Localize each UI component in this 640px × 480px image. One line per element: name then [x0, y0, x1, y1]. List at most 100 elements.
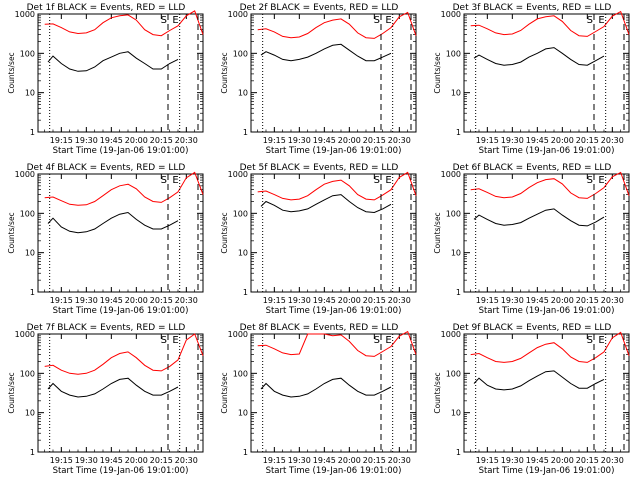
panel-title: Det 6f BLACK = Events, RED = LLD [453, 163, 612, 173]
plot-frame [37, 13, 204, 133]
marker-label: S [587, 335, 593, 346]
x-tick-label: 19:15 [263, 456, 286, 465]
x-axis-label: Start Time (19-Jan-06 19:01:00) [266, 306, 402, 316]
x-tick-label: 20:30 [388, 456, 411, 465]
panel-title: Det 4f BLACK = Events, RED = LLD [27, 163, 186, 173]
x-tick-label: 19:45 [313, 136, 336, 145]
y-tick-label: 1000 [15, 170, 35, 179]
y-tick-label: 1000 [15, 10, 35, 19]
x-axis-label: Start Time (19-Jan-06 19:01:00) [53, 466, 189, 476]
x-tick-label: 20:00 [551, 296, 574, 305]
x-tick-label: 20:15 [576, 136, 599, 145]
plot-frame [37, 333, 204, 453]
panel-det-9: Det 9f BLACK = Events, RED = LLD 1 10 100 10… [433, 323, 630, 476]
marker-label: E [172, 15, 178, 26]
marker-label: E [598, 15, 604, 26]
y-tick-label: 1 [456, 128, 461, 137]
x-tick-label: 19:30 [288, 456, 311, 465]
plot-frame [250, 173, 417, 293]
x-tick-label: 20:15 [363, 296, 386, 305]
x-tick-label: 20:30 [175, 296, 198, 305]
x-tick-label: 20:30 [601, 296, 624, 305]
y-tick-label: 1 [30, 128, 35, 137]
x-tick-label: 20:15 [363, 136, 386, 145]
y-tick-label: 100 [446, 209, 461, 218]
y-tick-label: 1000 [15, 330, 35, 339]
marker-label: E [385, 175, 391, 186]
plot-frame [37, 173, 204, 293]
panel-det-2: Det 2f BLACK = Events, RED = LLD 1 10 100 10… [220, 3, 417, 156]
x-tick-label: 19:30 [75, 136, 98, 145]
x-tick-label: 20:15 [576, 296, 599, 305]
x-tick-label: 19:45 [100, 296, 123, 305]
y-tick-label: 10 [238, 249, 248, 258]
panel-det-4: Det 4f BLACK = Events, RED = LLD 1 10 100 10… [7, 163, 204, 316]
x-tick-label: 19:15 [50, 136, 73, 145]
y-tick-label: 1 [243, 448, 248, 457]
x-tick-label: 20:00 [125, 136, 148, 145]
panel-title: Det 1f BLACK = Events, RED = LLD [27, 3, 186, 13]
marker-label: S [161, 15, 167, 26]
y-tick-label: 100 [446, 49, 461, 58]
x-tick-label: 19:15 [263, 296, 286, 305]
series-lld-line [257, 330, 417, 357]
x-tick-label: 19:45 [100, 456, 123, 465]
x-tick-label: 19:45 [526, 296, 549, 305]
marker-label: E [172, 175, 178, 186]
panel-det-7: Det 7f BLACK = Events, RED = LLD 1 10 100 10… [7, 323, 204, 476]
marker-label: S [374, 335, 380, 346]
x-axis-label: Start Time (19-Jan-06 19:01:00) [266, 466, 402, 476]
series-lld-line [470, 10, 630, 37]
x-tick-label: 20:00 [338, 296, 361, 305]
x-tick-label: 20:30 [388, 296, 411, 305]
y-axis-label: Counts/sec [433, 212, 442, 253]
marker-label: E [598, 335, 604, 346]
y-tick-label: 10 [238, 409, 248, 418]
x-tick-label: 19:30 [501, 296, 524, 305]
x-tick-label: 19:15 [476, 296, 499, 305]
y-tick-label: 1000 [441, 330, 461, 339]
x-tick-label: 19:45 [313, 456, 336, 465]
x-tick-label: 20:00 [338, 136, 361, 145]
x-axis-label: Start Time (19-Jan-06 19:01:00) [479, 146, 615, 156]
x-tick-label: 20:00 [551, 456, 574, 465]
x-tick-label: 20:00 [125, 296, 148, 305]
x-tick-label: 19:30 [75, 456, 98, 465]
marker-label: E [172, 335, 178, 346]
y-tick-label: 1000 [228, 170, 248, 179]
panel-det-5: Det 5f BLACK = Events, RED = LLD 1 10 100 10… [220, 163, 417, 316]
y-axis-label: Counts/sec [7, 52, 16, 93]
y-tick-label: 1000 [228, 330, 248, 339]
x-tick-label: 20:00 [551, 136, 574, 145]
series-events-line [47, 377, 179, 398]
x-tick-label: 19:30 [501, 136, 524, 145]
x-tick-label: 20:15 [576, 456, 599, 465]
x-tick-label: 19:45 [313, 296, 336, 305]
x-tick-label: 20:00 [125, 456, 148, 465]
x-tick-label: 19:15 [50, 456, 73, 465]
y-tick-label: 1 [30, 288, 35, 297]
x-tick-label: 20:30 [175, 456, 198, 465]
series-events-line [260, 194, 392, 214]
marker-label: S [161, 335, 167, 346]
x-tick-label: 19:45 [526, 136, 549, 145]
plot-frame [250, 13, 417, 133]
x-axis-label: Start Time (19-Jan-06 19:01:00) [266, 146, 402, 156]
x-axis-label: Start Time (19-Jan-06 19:01:00) [53, 146, 189, 156]
panel-title: Det 3f BLACK = Events, RED = LLD [453, 3, 612, 13]
panel-title: Det 8f BLACK = Events, RED = LLD [240, 323, 399, 333]
series-events-line [473, 370, 605, 391]
x-tick-label: 20:15 [150, 136, 173, 145]
y-tick-label: 1 [30, 448, 35, 457]
plot-frame [250, 333, 417, 453]
x-tick-label: 20:15 [150, 456, 173, 465]
x-axis-label: Start Time (19-Jan-06 19:01:00) [53, 306, 189, 316]
x-tick-label: 20:15 [363, 456, 386, 465]
y-tick-label: 10 [451, 249, 461, 258]
series-lld-line [44, 171, 204, 206]
series-lld-line [44, 333, 204, 375]
y-tick-label: 10 [25, 409, 35, 418]
marker-label: S [587, 175, 593, 186]
y-tick-label: 1000 [441, 170, 461, 179]
panel-det-8: Det 8f BLACK = Events, RED = LLD 1 10 100 10… [220, 323, 417, 476]
